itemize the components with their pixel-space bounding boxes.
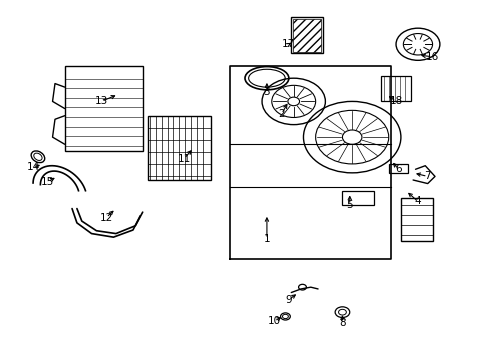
Text: 16: 16: [426, 52, 439, 62]
Text: 2: 2: [278, 109, 285, 119]
Text: 4: 4: [415, 197, 421, 206]
Bar: [293, 18, 321, 52]
Text: 5: 5: [346, 200, 353, 210]
Bar: [381, 76, 411, 102]
Text: 9: 9: [286, 295, 292, 305]
Text: 3: 3: [264, 87, 270, 98]
Text: 14: 14: [26, 162, 40, 172]
Text: 8: 8: [339, 318, 346, 328]
Bar: [65, 66, 143, 152]
Bar: [291, 18, 323, 53]
Text: 12: 12: [99, 212, 113, 222]
Text: 18: 18: [390, 96, 403, 107]
Text: 11: 11: [177, 154, 191, 163]
Text: 10: 10: [268, 316, 281, 326]
Text: 17: 17: [282, 39, 295, 49]
Text: 1: 1: [264, 234, 270, 244]
Bar: [389, 164, 408, 173]
Bar: [147, 116, 211, 180]
Bar: [401, 198, 433, 241]
Bar: [343, 191, 374, 205]
Text: 6: 6: [395, 164, 402, 174]
Text: 13: 13: [95, 96, 108, 107]
Text: 7: 7: [424, 171, 431, 181]
Text: 15: 15: [41, 177, 54, 187]
